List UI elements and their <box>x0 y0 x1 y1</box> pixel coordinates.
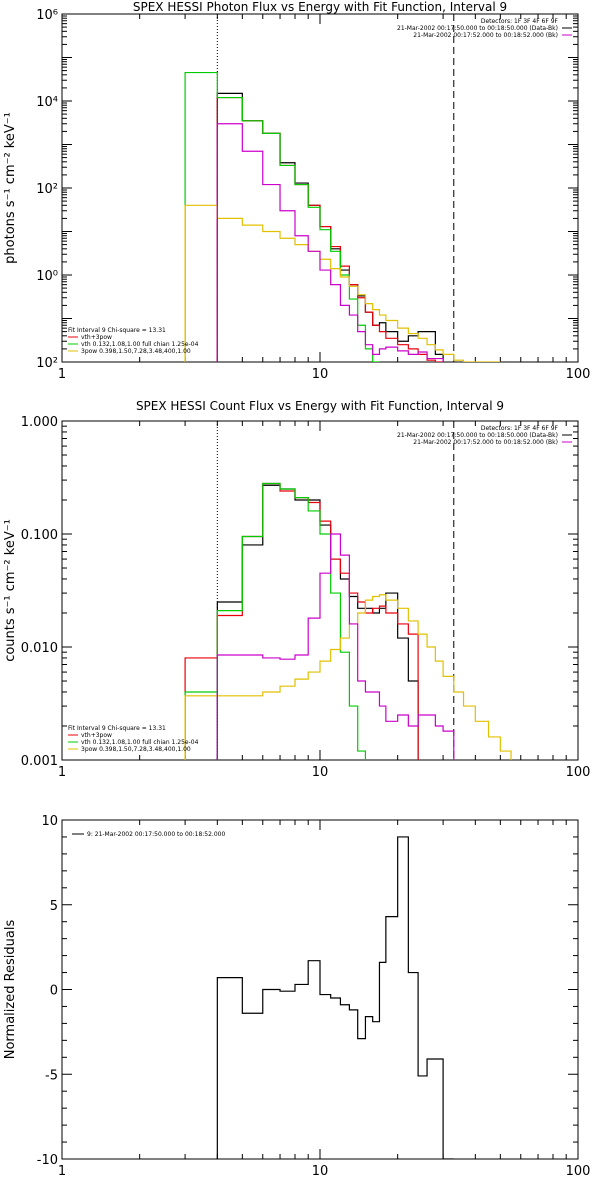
y-tick-label: 0.100 <box>21 528 58 543</box>
legend-entry: 3pow 0.398,1.50,7.28,3.48,400,1.00 <box>81 746 191 753</box>
legend-entry: vth+3pow <box>81 732 112 739</box>
y-tick-label: 0.010 <box>21 641 58 656</box>
x-tick-label: 10 <box>312 765 329 780</box>
y-tick-label: 5 <box>50 899 58 914</box>
legend-entry: 3pow 0.398,1.50,7.28,3.48,400,1.00 <box>81 348 191 355</box>
series-vth <box>184 482 367 760</box>
series-vth <box>184 71 380 362</box>
y-axis-label: Normalized Residuals <box>3 920 18 1060</box>
y-tick-label: 10 <box>41 814 58 829</box>
legend-entry: vth 0.132,1.08,1.00 full chian 1.25e-04 <box>81 739 199 746</box>
y-axis-label: counts s⁻¹ cm⁻² keV⁻¹ <box>3 519 18 662</box>
y-tick-label: 10² <box>36 182 58 197</box>
x-tick-label: 1 <box>58 765 66 780</box>
legend-detector-line: Detectors: 1F 3F 4F 6F 9F <box>481 425 559 432</box>
x-tick-label: 1 <box>58 1164 66 1179</box>
x-tick-label: 100 <box>566 765 591 780</box>
x-tick-label: 100 <box>566 1164 591 1179</box>
chart-panel-2 <box>61 420 579 761</box>
plot-frame <box>61 13 579 363</box>
y-tick-label: 10⁰ <box>36 269 58 284</box>
y-tick-label: -5 <box>45 1068 58 1083</box>
series-background <box>216 533 455 760</box>
series-3pow <box>184 594 512 760</box>
chart-title: SPEX HESSI Photon Flux vs Energy with Fi… <box>133 0 507 14</box>
chart-title: SPEX HESSI Count Flux vs Energy with Fit… <box>136 399 504 413</box>
y-tick-label: -10 <box>37 1153 58 1168</box>
series-9-21-mar-2002-00-17-50-000-to-00-18-52-000 <box>216 836 454 1159</box>
legend-entry: 9: 21-Mar-2002 00:17:50.000 to 00:18:52.… <box>87 831 225 838</box>
x-tick-label: 10 <box>312 367 329 382</box>
chart-panel-1: 10² 10⁰ 10² 10⁴ 10⁶ <box>36 8 579 371</box>
legend-detector-line: 21-Mar-2002 00:17:52.000 to 00:18:52.000… <box>413 32 558 39</box>
y-tick-label: 10⁴ <box>36 95 58 110</box>
y-tick-label: 10² <box>36 356 58 371</box>
series-background <box>216 123 444 362</box>
y-tick-label: 0.001 <box>21 754 58 769</box>
legend-detector-line: 21-Mar-2002 00:17:52.000 to 00:18:52.000… <box>413 439 558 446</box>
legend-detector-line: Detectors: 1F 3F 4F 6F 9F <box>481 18 559 25</box>
series-3pow <box>184 204 501 362</box>
y-axis-label: photons s⁻¹ cm⁻² keV⁻¹ <box>3 112 18 264</box>
x-tick-label: 1 <box>58 367 66 382</box>
y-tick-label: 10⁶ <box>36 8 58 23</box>
chart-panel-3 <box>61 819 579 1160</box>
legend-detector-line: 21-Mar-2002 00:17:50.000 to 00:18:50.000… <box>397 432 558 439</box>
legend-fit-info: Fit Interval 9 Chi-square = 13.31 <box>68 327 166 334</box>
x-tick-label: 100 <box>566 367 591 382</box>
legend-fit-info: Fit Interval 9 Chi-square = 13.31 <box>68 725 166 732</box>
legend-entry: vth+3pow <box>81 334 112 341</box>
y-tick-label: 0 <box>50 984 58 999</box>
legend-entry: vth 0.132,1.08,1.00 full chian 1.25e-04 <box>81 341 199 348</box>
series-vth-3pow <box>184 482 419 760</box>
y-tick-label: 1.000 <box>21 415 58 430</box>
series-data <box>216 484 419 760</box>
x-tick-label: 10 <box>312 1164 329 1179</box>
legend-detector-line: 21-Mar-2002 00:17:50.000 to 00:18:50.000… <box>397 25 558 32</box>
